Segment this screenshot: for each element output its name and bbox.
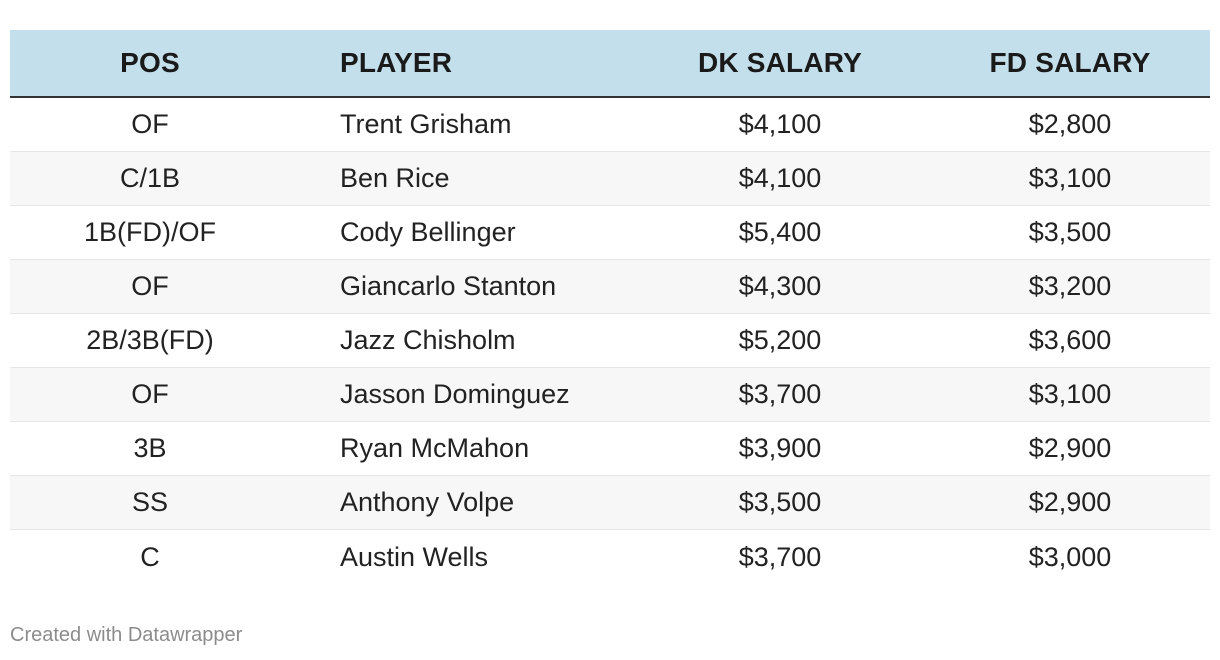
- player-cell: Trent Grisham: [340, 109, 512, 139]
- dk-salary-cell: $3,900: [738, 433, 822, 463]
- pos-cell: OF: [131, 271, 169, 301]
- table-row: OF Jasson Dominguez $3,700 $3,100: [10, 368, 1210, 422]
- dk-salary-cell: $4,300: [738, 271, 822, 301]
- fd-salary-cell: $3,200: [1028, 271, 1112, 301]
- player-cell: Jasson Dominguez: [340, 379, 570, 409]
- pos-cell: 1B(FD)/OF: [84, 217, 216, 247]
- datawrapper-credit[interactable]: Created with Datawrapper: [10, 624, 243, 646]
- dk-salary-cell: $5,200: [738, 325, 822, 355]
- player-cell: Cody Bellinger: [340, 217, 516, 247]
- table-row: OF Giancarlo Stanton $4,300 $3,200: [10, 260, 1210, 314]
- table-row: 2B/3B(FD) Jazz Chisholm $5,200 $3,600: [10, 314, 1210, 368]
- table-row: C/1B Ben Rice $4,100 $3,100: [10, 152, 1210, 206]
- pos-cell: SS: [131, 487, 169, 517]
- pos-cell: C/1B: [119, 163, 181, 193]
- dk-salary-cell: $3,700: [738, 379, 822, 409]
- salary-table: POS PLAYER DK SALARY FD SALARY OF Trent …: [10, 30, 1210, 584]
- fd-salary-cell: $3,100: [1028, 163, 1112, 193]
- pos-cell: C: [140, 541, 160, 572]
- table-header: POS PLAYER DK SALARY FD SALARY: [10, 30, 1210, 98]
- fd-salary-cell: $3,100: [1028, 379, 1112, 409]
- player-cell: Austin Wells: [340, 541, 489, 572]
- fd-salary-cell: $3,500: [1028, 217, 1112, 247]
- header-pos: POS: [120, 47, 180, 78]
- header-dk-salary: DK SALARY: [697, 47, 863, 78]
- pos-cell: OF: [131, 379, 169, 409]
- dk-salary-cell: $3,500: [738, 487, 822, 517]
- fd-salary-cell: $2,900: [1028, 433, 1112, 463]
- player-cell: Jazz Chisholm: [340, 325, 516, 355]
- table-row: 1B(FD)/OF Cody Bellinger $5,400 $3,500: [10, 206, 1210, 260]
- dk-salary-cell: $4,100: [738, 163, 822, 193]
- pos-cell: 3B: [133, 433, 167, 463]
- dk-salary-cell: $5,400: [738, 217, 822, 247]
- fd-salary-cell: $2,800: [1028, 109, 1112, 139]
- player-cell: Ryan McMahon: [340, 433, 530, 463]
- table-row: OF Trent Grisham $4,100 $2,800: [10, 98, 1210, 152]
- table-row: SS Anthony Volpe $3,500 $2,900: [10, 476, 1210, 530]
- fd-salary-cell: $3,000: [1028, 541, 1112, 572]
- header-player: PLAYER: [340, 47, 453, 78]
- dk-salary-cell: $3,700: [738, 541, 822, 572]
- table-row: C Austin Wells $3,700 $3,000: [10, 530, 1210, 584]
- player-cell: Giancarlo Stanton: [340, 271, 557, 301]
- header-fd-salary: FD SALARY: [989, 47, 1151, 78]
- pos-cell: OF: [131, 109, 169, 139]
- pos-cell: 2B/3B(FD): [86, 325, 214, 355]
- dk-salary-cell: $4,100: [738, 109, 822, 139]
- player-cell: Anthony Volpe: [340, 487, 515, 517]
- fd-salary-cell: $3,600: [1028, 325, 1112, 355]
- table-row: 3B Ryan McMahon $3,900 $2,900: [10, 422, 1210, 476]
- fd-salary-cell: $2,900: [1028, 487, 1112, 517]
- player-cell: Ben Rice: [340, 163, 450, 193]
